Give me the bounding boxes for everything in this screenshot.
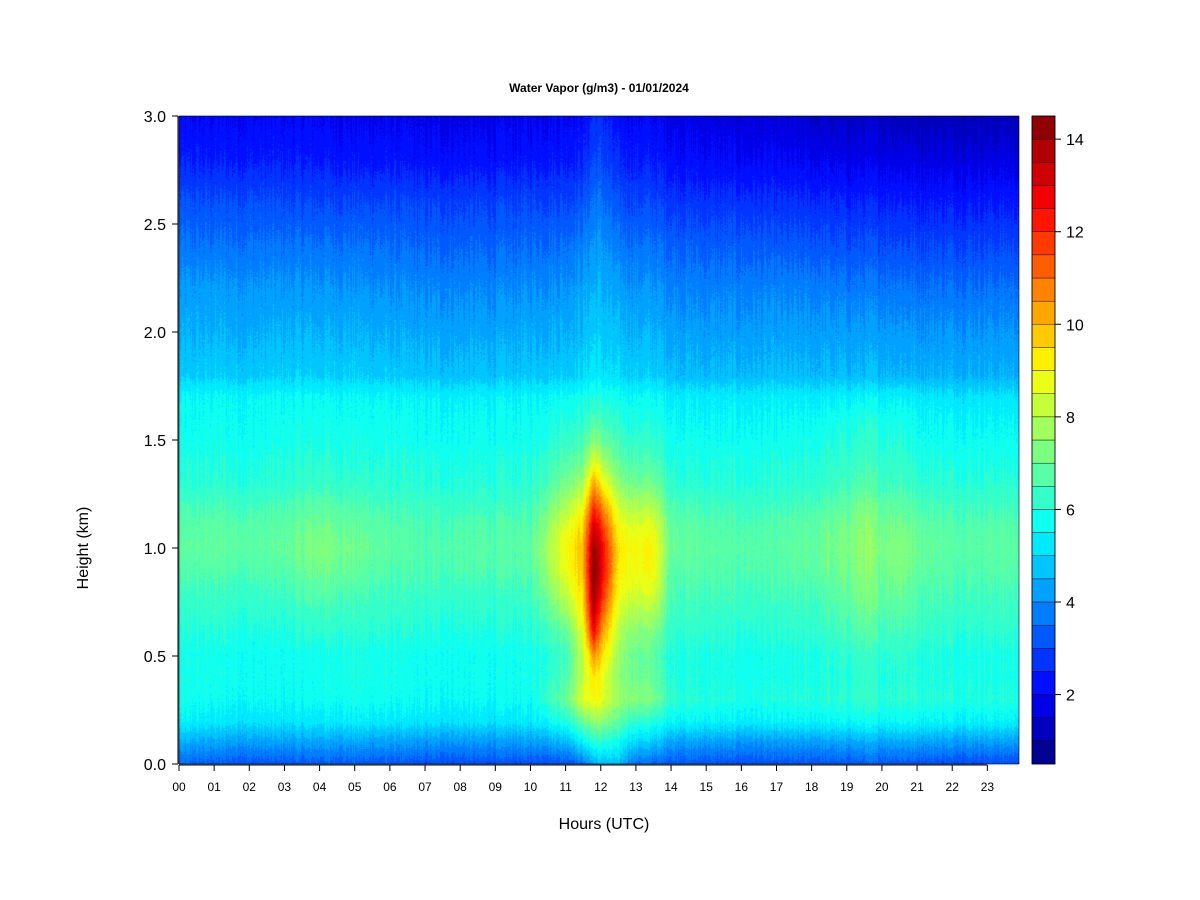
y-tick-label: 3.0 [144, 109, 166, 126]
x-tick-label: 17 [770, 780, 784, 794]
heatmap-canvas [179, 116, 1019, 764]
x-tick-label: 04 [313, 780, 327, 794]
colorbar-level [1031, 439, 1056, 464]
x-tick-label: 23 [981, 780, 995, 794]
y-tick-label: 0.0 [144, 757, 166, 774]
x-tick-label: 16 [735, 780, 749, 794]
plot-frame [178, 115, 1020, 765]
colorbar-level [1031, 370, 1056, 394]
colorbar-level [1031, 717, 1056, 742]
colorbar-tick-label: 12 [1066, 225, 1084, 242]
x-tick-label: 06 [383, 780, 397, 794]
x-tick-label: 10 [524, 780, 538, 794]
colorbar [1031, 115, 1056, 765]
y-tick-label: 2.5 [144, 217, 166, 234]
colorbar-level [1031, 486, 1056, 510]
x-tick-label: 01 [207, 780, 221, 794]
colorbar-level [1031, 393, 1056, 418]
colorbar-level [1031, 324, 1056, 348]
x-tick-label: 02 [243, 780, 257, 794]
x-tick-label: 09 [489, 780, 503, 794]
colorbar-ticks: 2 4 6 8 10 12 14 [1055, 132, 1084, 705]
heatmap-plot-area [178, 115, 1020, 765]
x-tick-label: 07 [418, 780, 432, 794]
colorbar-level [1031, 254, 1056, 279]
heatmap-canvas-container [179, 116, 1019, 764]
colorbar-tick-label: 4 [1066, 595, 1075, 612]
x-tick-label: 11 [559, 780, 572, 794]
y-tick-label: 1.5 [144, 433, 166, 450]
colorbar-level [1031, 347, 1056, 371]
chart-title: Water Vapor (g/m3) - 01/01/2024 [509, 81, 689, 95]
colorbar-level [1031, 740, 1056, 765]
colorbar-level [1031, 185, 1056, 209]
colorbar-level [1031, 300, 1056, 325]
colorbar-tick-label: 14 [1066, 132, 1084, 149]
x-tick-label: 22 [946, 780, 960, 794]
colorbar-level [1031, 555, 1056, 580]
colorbar-tick-label: 8 [1066, 410, 1075, 427]
colorbar-level [1031, 648, 1056, 672]
colorbar-level [1031, 532, 1056, 556]
colorbar-level [1031, 416, 1056, 441]
x-tick-label: 14 [664, 780, 678, 794]
colorbar-level [1031, 601, 1056, 626]
y-tick-label: 2.0 [144, 325, 166, 342]
x-tick-label: 18 [805, 780, 819, 794]
x-tick-label: 21 [910, 780, 924, 794]
colorbar-level [1031, 671, 1056, 695]
colorbar-level [1031, 624, 1056, 649]
colorbar-level [1031, 694, 1056, 718]
colorbar-level [1031, 115, 1056, 140]
colorbar-tick-label: 2 [1066, 688, 1075, 705]
colorbar-tick-label: 6 [1066, 502, 1075, 519]
x-tick-label: 00 [172, 780, 186, 794]
y-axis-label: Height (km) [75, 507, 92, 590]
x-tick-label: 19 [840, 780, 854, 794]
x-axis: 00 01 02 03 04 05 06 07 08 09 10 11 12 13 14 15 16 17 18 19… [172, 764, 995, 794]
y-axis: 0.0 0.5 1.0 1.5 2.0 2.5 3.0 [144, 109, 179, 774]
x-tick-label: 08 [453, 780, 467, 794]
x-tick-label: 03 [278, 780, 292, 794]
colorbar-tick-label: 10 [1066, 317, 1084, 334]
x-tick-label: 15 [700, 780, 714, 794]
colorbar-level [1031, 138, 1056, 163]
x-tick-label: 12 [594, 780, 608, 794]
x-tick-label: 05 [348, 780, 362, 794]
x-axis-label: Hours (UTC) [559, 816, 650, 833]
colorbar-level [1031, 231, 1056, 256]
colorbar-level [1031, 162, 1056, 186]
colorbar-level [1031, 578, 1056, 603]
colorbar-level [1031, 462, 1056, 487]
colorbar-level [1031, 277, 1056, 302]
colorbar-level [1031, 509, 1056, 533]
x-tick-label: 20 [875, 780, 889, 794]
colorbar-level [1031, 208, 1056, 232]
colorbar-frame [1031, 115, 1056, 765]
x-tick-label: 13 [629, 780, 643, 794]
y-tick-label: 0.5 [144, 649, 166, 666]
y-tick-label: 1.0 [144, 541, 166, 558]
